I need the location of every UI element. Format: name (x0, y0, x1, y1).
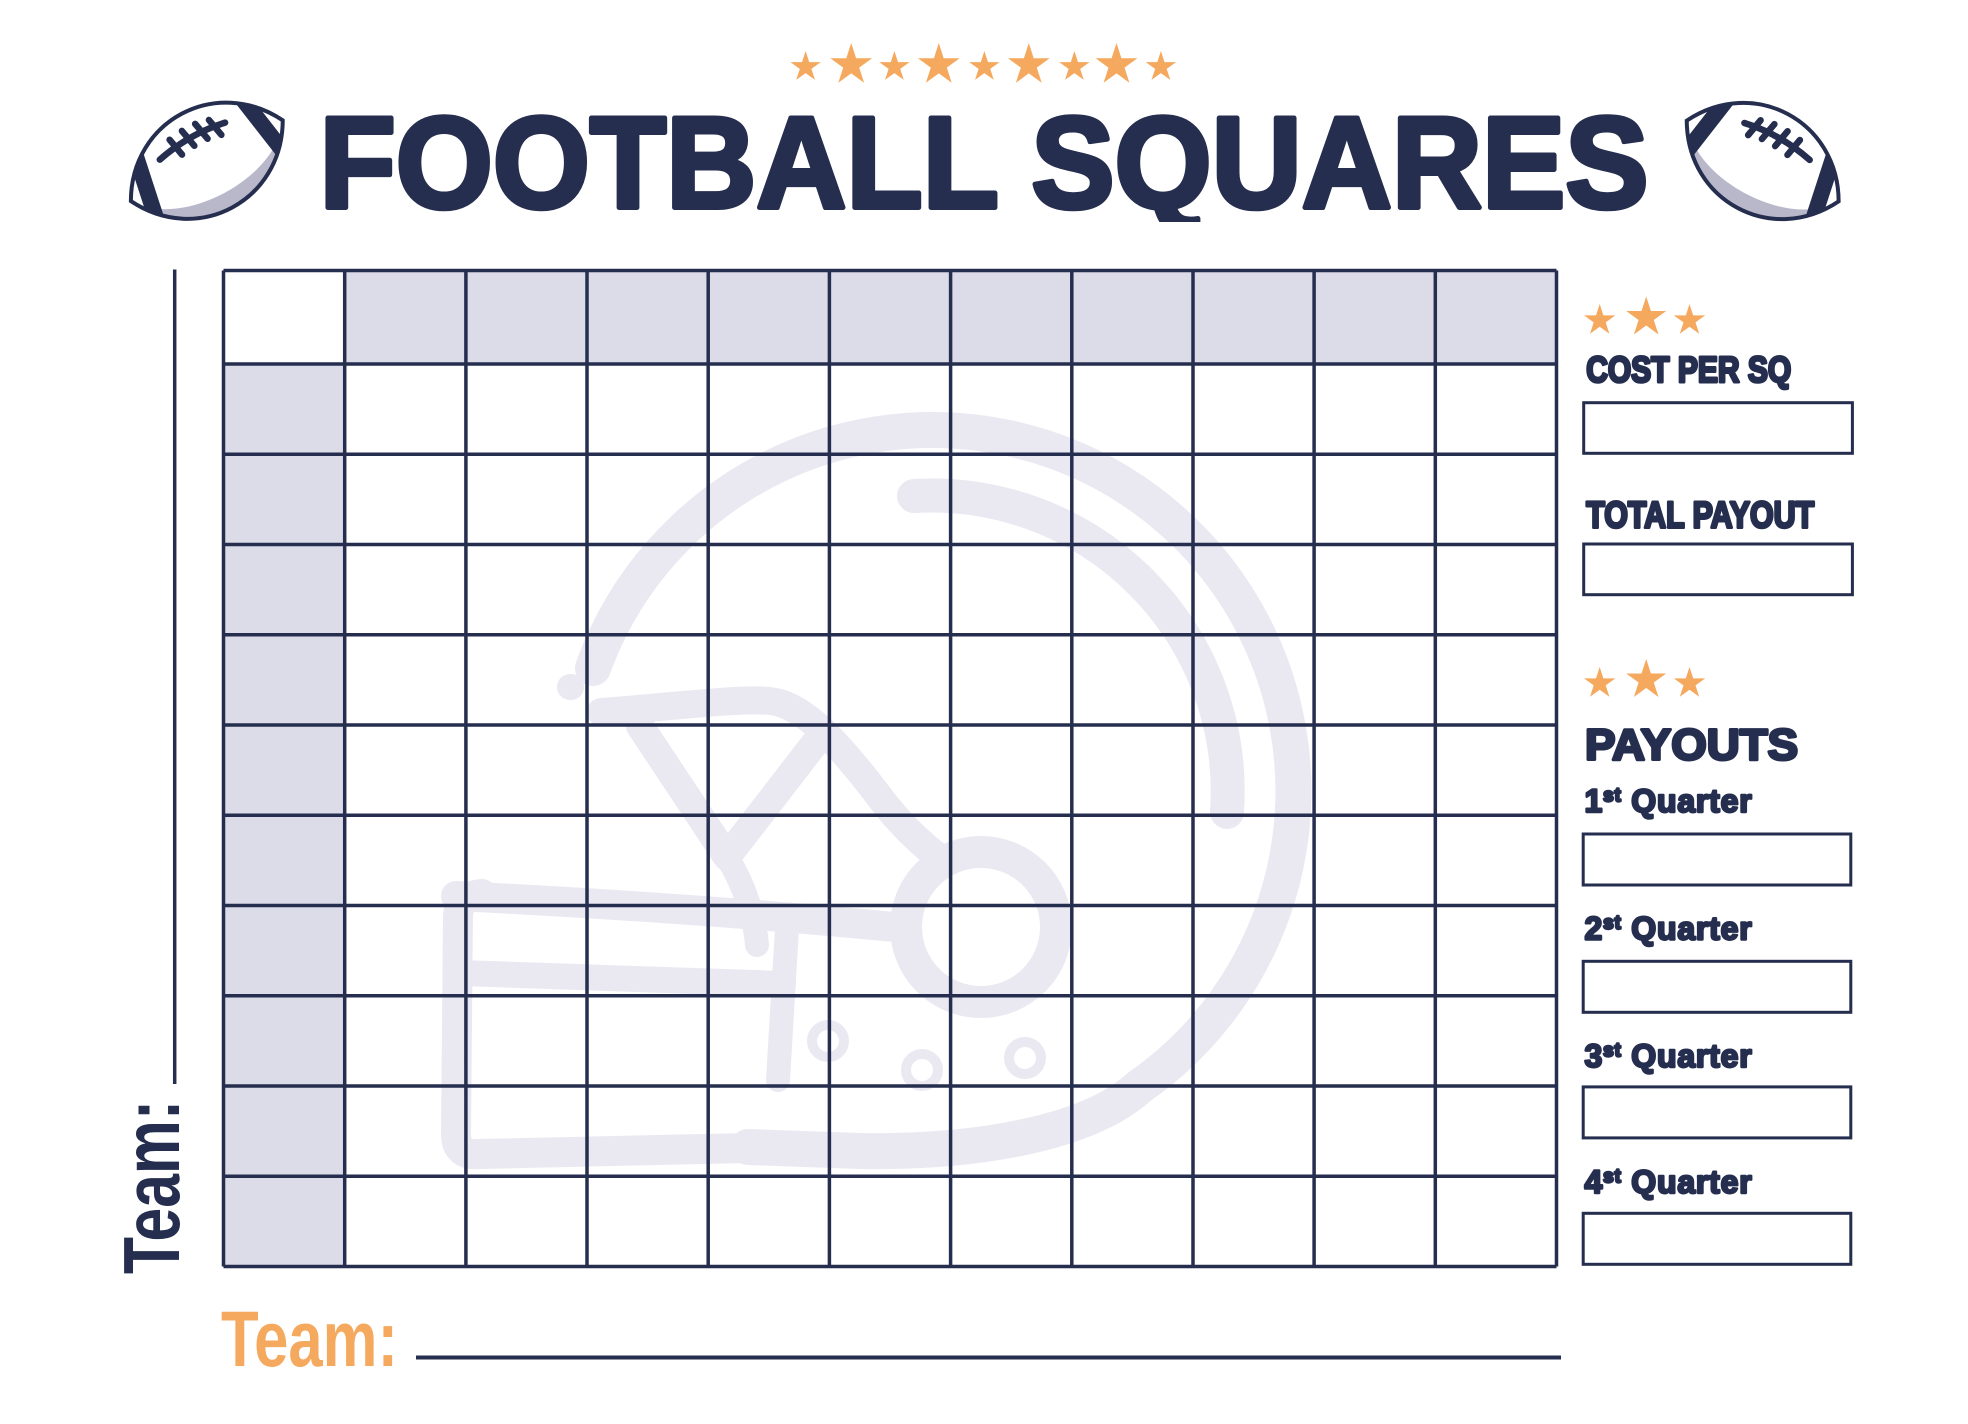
svg-text:Team:: Team: (107, 1100, 196, 1274)
svg-text:FOOTBALL SQUARES: FOOTBALL SQUARES (320, 90, 1649, 236)
svg-text:COST PER SQ: COST PER SQ (1586, 349, 1791, 390)
svg-text:2st Quarter: 2st Quarter (1585, 911, 1753, 947)
svg-text:1st Quarter: 1st Quarter (1585, 783, 1753, 819)
svg-text:PAYOUTS: PAYOUTS (1585, 721, 1798, 770)
svg-text:TOTAL PAYOUT: TOTAL PAYOUT (1586, 495, 1814, 536)
svg-text:Team:: Team: (221, 1294, 398, 1383)
